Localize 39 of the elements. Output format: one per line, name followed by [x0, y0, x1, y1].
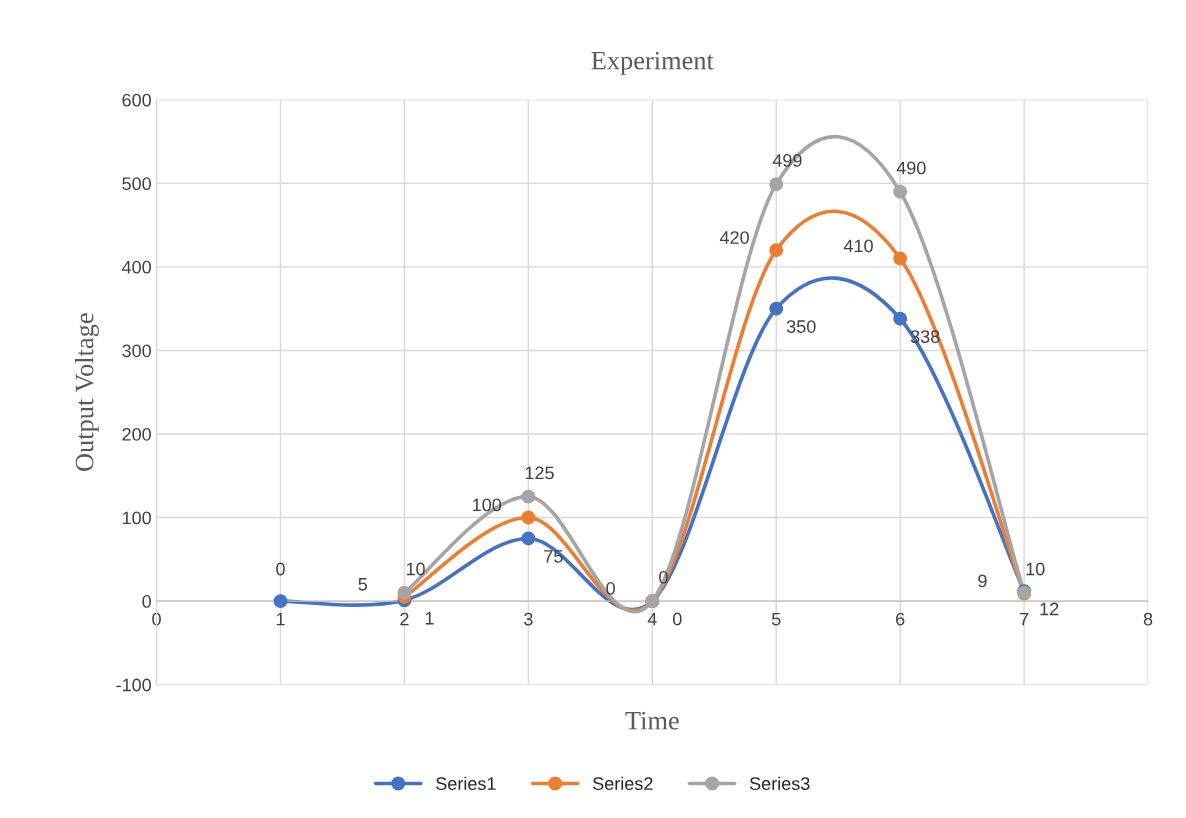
data-label: 0: [659, 570, 668, 584]
y-tick-label: -100: [116, 678, 151, 692]
y-tick-label: 300: [122, 344, 151, 358]
data-label: 350: [786, 320, 816, 333]
x-tick-label: 5: [771, 612, 781, 626]
y-tick-label: 400: [121, 260, 151, 274]
x-axis-title: Time: [625, 711, 679, 730]
data-label: 0: [606, 582, 615, 595]
data-label: 10: [1026, 562, 1045, 576]
data-label: 490: [896, 161, 926, 175]
data-label: 125: [525, 466, 554, 480]
y-tick-label: 500: [122, 177, 151, 191]
y-tick-label: 600: [122, 93, 151, 107]
data-label: 9: [978, 574, 987, 588]
data-label: 75: [544, 550, 563, 563]
x-tick-label: 7: [1020, 612, 1029, 626]
y-axis-title: Output Voltage: [74, 313, 99, 471]
data-label: 420: [719, 231, 749, 244]
data-label: 12: [1040, 602, 1059, 616]
y-tick-label: 0: [142, 595, 151, 608]
x-tick-label: 4: [647, 612, 657, 626]
x-tick-label: 0: [152, 612, 161, 626]
data-label: 10: [406, 562, 425, 576]
data-label: 0: [276, 562, 285, 576]
legend-label: Series2: [593, 776, 653, 790]
data-label: 410: [843, 239, 873, 253]
legend-label: Series3: [749, 776, 810, 790]
data-label: 5: [358, 578, 368, 591]
chart-title: Experiment: [591, 51, 714, 75]
y-tick-label: 200: [122, 427, 151, 441]
x-tick-label: 1: [276, 612, 285, 626]
data-label: 100: [473, 498, 502, 512]
data-label: 499: [772, 154, 802, 167]
legend-label: Series1: [436, 776, 496, 790]
x-tick-label: 6: [896, 612, 905, 626]
y-tick-label: 100: [122, 511, 151, 525]
x-tick-label: 2: [400, 612, 409, 626]
x-tick-label: 8: [1143, 612, 1153, 626]
x-tick-label: 3: [524, 612, 533, 626]
